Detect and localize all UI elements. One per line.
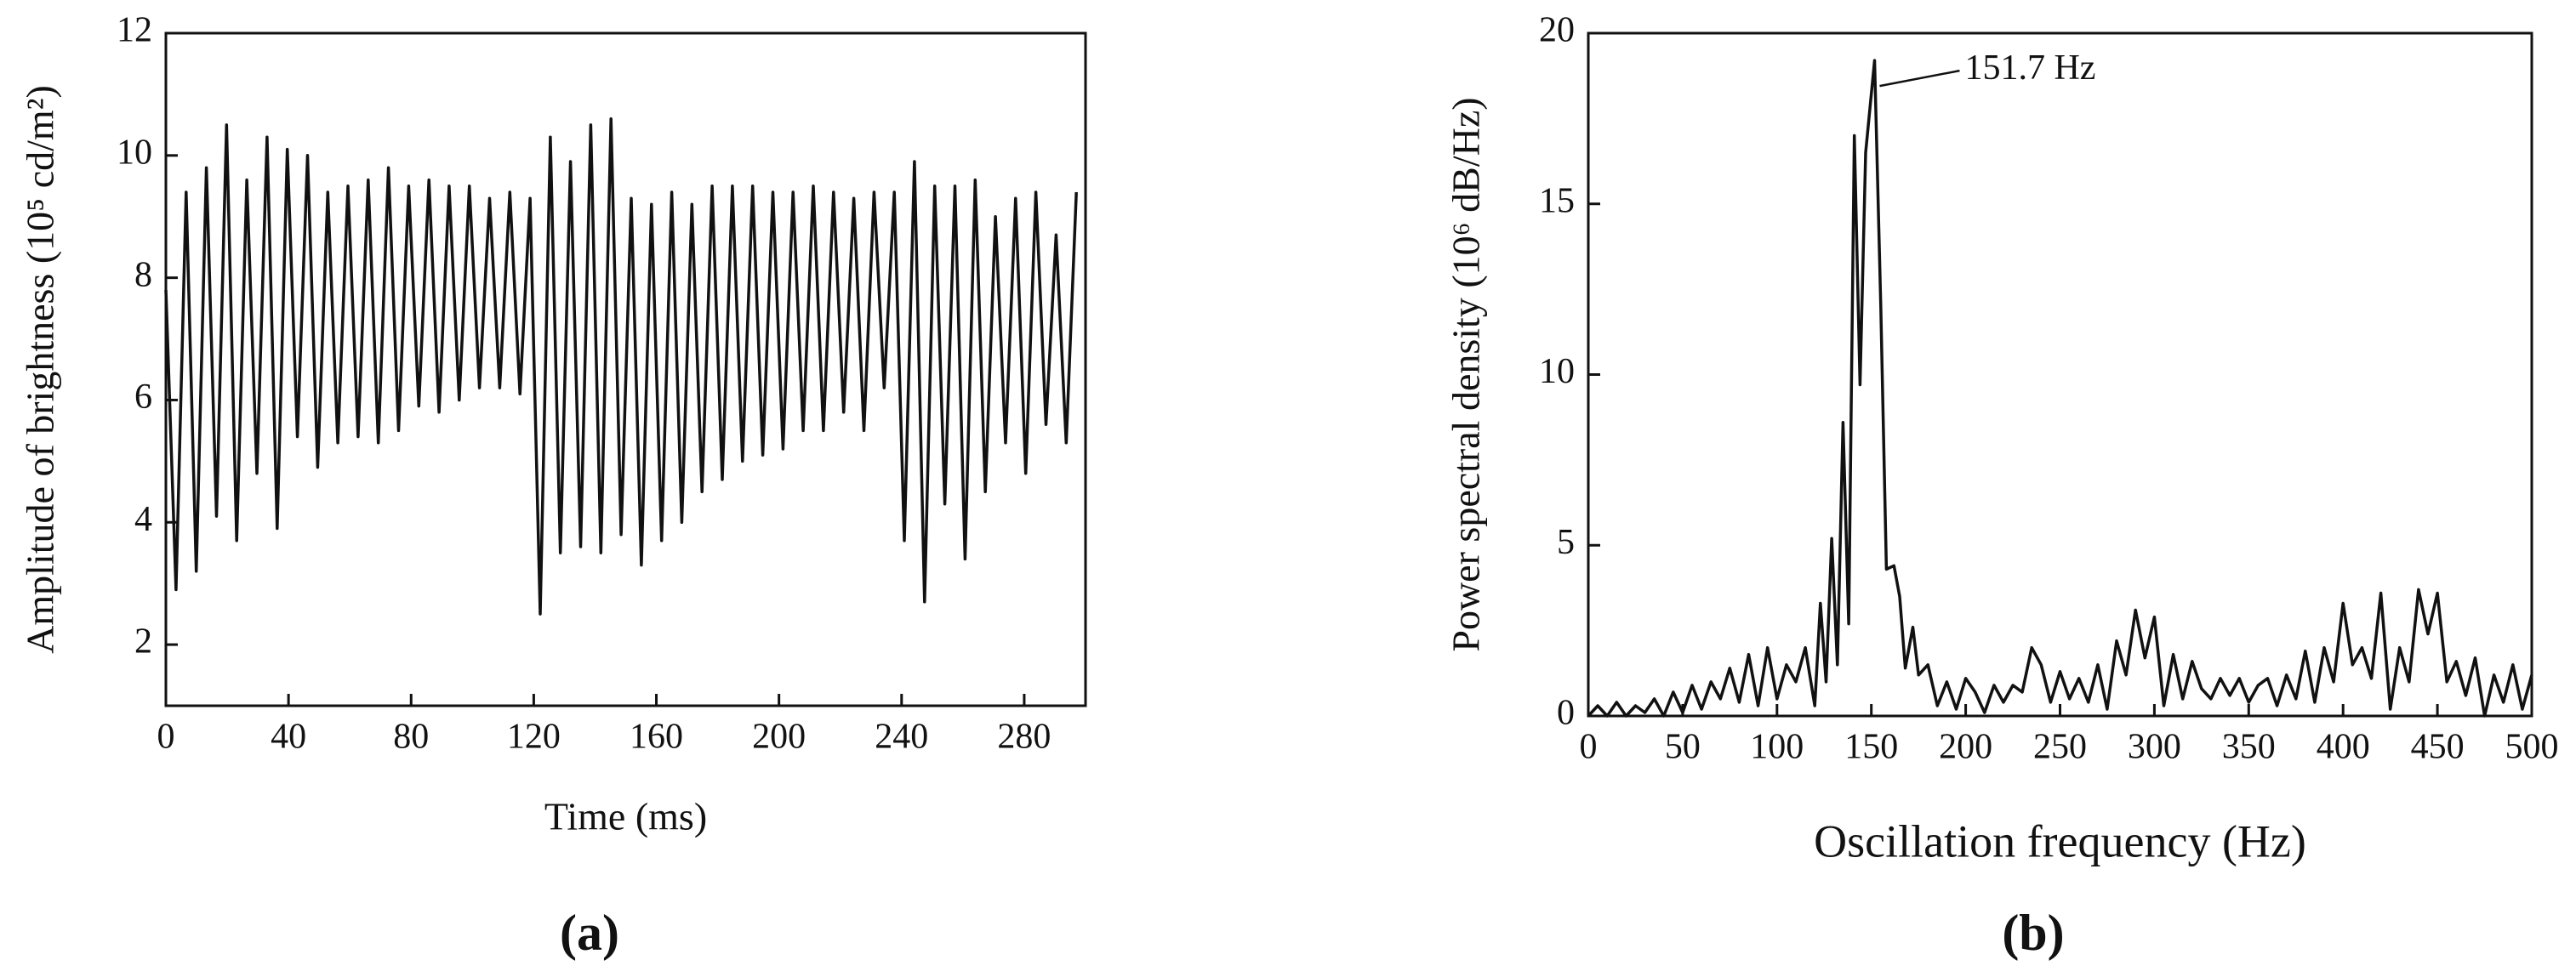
annotation: 151.7 Hz: [1964, 48, 2095, 88]
annotation-leader: [1879, 69, 1960, 88]
data-line: [1587, 59, 2533, 718]
y-tick-label: 5: [1557, 523, 1575, 562]
x-tick-label: 200: [752, 718, 806, 757]
y-tick-label: 4: [134, 500, 152, 539]
y-tick-label: 12: [117, 11, 152, 50]
panel-label: (a): [560, 905, 619, 961]
plot-frame: [1587, 31, 2533, 718]
x-tick-label: 120: [507, 718, 561, 757]
y-tick-label: 10: [117, 133, 152, 172]
y-axis-label: Power spectral density (10⁶ dB/Hz): [1445, 97, 1488, 651]
x-tick-label: 50: [1665, 728, 1701, 767]
x-tick-label: 250: [2033, 728, 2087, 767]
x-tick-label: 160: [630, 718, 683, 757]
y-tick-label: 6: [134, 378, 152, 417]
y-tick-label: 10: [1539, 352, 1575, 391]
y-tick-label: 2: [134, 622, 152, 662]
y-tick-label: 20: [1539, 11, 1575, 50]
x-tick-label: 0: [1580, 728, 1598, 767]
x-tick-label: 40: [271, 718, 306, 757]
x-tick-label: 500: [2505, 728, 2559, 767]
y-tick-label: 15: [1539, 181, 1575, 220]
x-axis-label: Oscillation frequency (Hz): [1814, 815, 2306, 866]
x-tick-label: 400: [2317, 728, 2370, 767]
x-tick-label: 200: [1939, 728, 1992, 767]
x-tick-label: 280: [997, 718, 1051, 757]
data-line: [164, 116, 1078, 616]
x-tick-label: 80: [393, 718, 429, 757]
y-tick-label: 0: [1557, 694, 1575, 733]
x-axis-label: Time (ms): [544, 795, 707, 838]
x-tick-label: 300: [2128, 728, 2181, 767]
x-tick-label: 450: [2411, 728, 2465, 767]
plot-frame: [164, 31, 1087, 707]
x-tick-label: 150: [1844, 728, 1898, 767]
x-tick-label: 100: [1750, 728, 1804, 767]
y-tick-label: 8: [134, 255, 152, 294]
x-tick-label: 350: [2222, 728, 2276, 767]
y-axis-label: Amplitude of brightness (10⁵ cd/m²): [19, 85, 62, 654]
panel-label: (b): [2002, 905, 2064, 961]
x-tick-label: 0: [157, 718, 175, 757]
x-tick-label: 240: [875, 718, 928, 757]
